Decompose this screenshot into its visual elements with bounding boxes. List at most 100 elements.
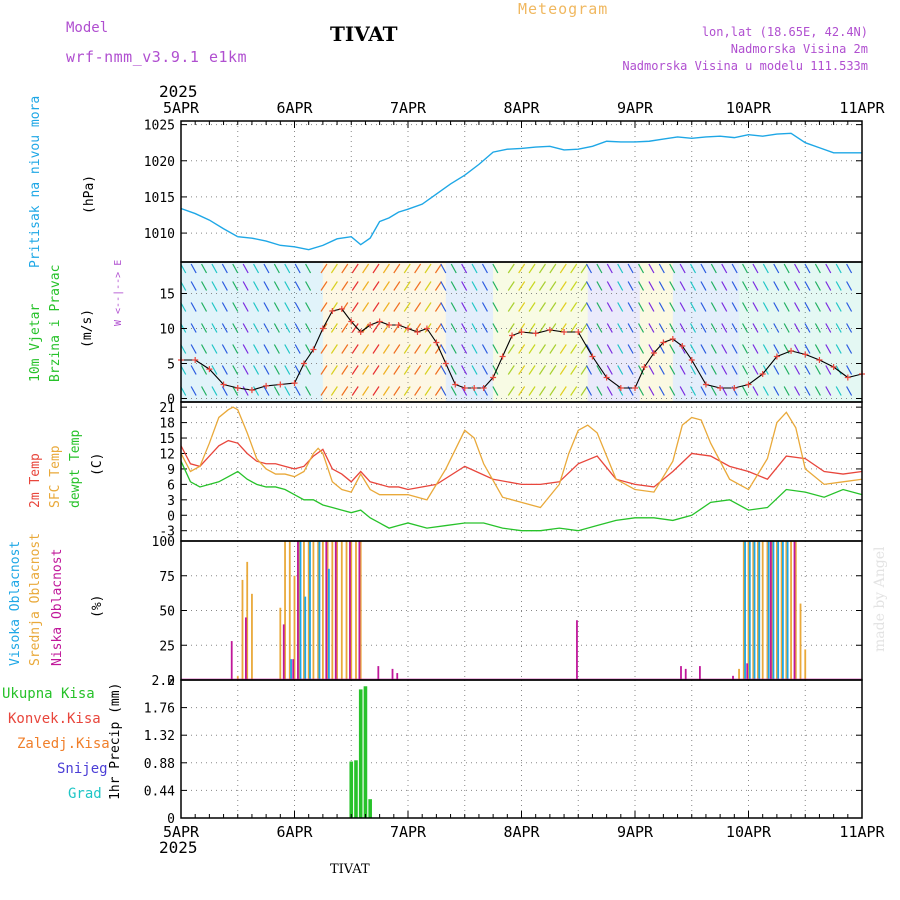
wind-barb <box>804 386 811 396</box>
wind-barb <box>434 344 442 354</box>
wind-barb <box>481 365 488 375</box>
wind-barb <box>835 281 842 291</box>
wind-barb <box>351 365 359 375</box>
wind-barb <box>570 344 578 354</box>
x-tick-label-top: 5APR <box>163 99 200 117</box>
wind-barb <box>221 263 228 274</box>
wind-barb <box>201 365 208 375</box>
wind-barb <box>596 323 603 333</box>
wind-barb <box>492 323 499 333</box>
wind-speed-marker <box>773 353 780 360</box>
wind-speed-marker <box>405 325 411 332</box>
wind-barb <box>518 302 526 312</box>
wind-barb <box>710 263 717 274</box>
wind-barb <box>492 263 499 274</box>
wind-barb <box>284 323 291 333</box>
x-tick-label-top: 11APR <box>839 99 885 117</box>
wind-barb <box>330 386 338 396</box>
wind-barb <box>320 263 328 274</box>
wind-barb <box>669 323 676 333</box>
wind-barb <box>201 302 208 312</box>
wind-barb <box>450 323 457 333</box>
y-tick-label: 18 <box>159 417 175 432</box>
wind-speed-marker <box>499 353 506 360</box>
y-tick-label: 21 <box>159 401 175 416</box>
wind-barb <box>263 344 270 354</box>
wind-barb <box>305 263 312 274</box>
wind-barb <box>835 263 842 274</box>
wind-barb <box>679 386 686 396</box>
wind-speed-marker <box>338 305 345 312</box>
wind-barb <box>211 386 218 396</box>
wind-barb <box>585 263 593 274</box>
wind-barb <box>190 365 197 375</box>
wind-barb <box>273 365 280 375</box>
wind-barb <box>669 281 676 291</box>
wind-barb <box>731 281 738 291</box>
wind-barb <box>242 263 249 274</box>
wind-barb <box>627 302 634 312</box>
wind-barb <box>242 386 249 396</box>
wind-barb <box>190 386 197 396</box>
wind-barb <box>362 365 370 375</box>
wind-barb <box>211 344 218 354</box>
wind-barb <box>414 386 422 396</box>
wind-barb <box>284 263 291 274</box>
wind-speed-marker <box>192 357 199 363</box>
precip-bar <box>358 689 363 818</box>
wind-barb <box>559 302 567 312</box>
wind-barb <box>606 281 613 291</box>
y-tick-label: 0.44 <box>144 784 175 799</box>
wind-barb <box>273 263 280 274</box>
wind-barb <box>846 386 853 396</box>
wind-barb <box>783 386 790 396</box>
wind-barb <box>783 302 790 312</box>
wind-barb <box>846 263 853 274</box>
wind-barb <box>825 386 832 396</box>
wind-barb <box>606 386 613 396</box>
wind-barb <box>794 386 801 396</box>
y-tick-label: 0 <box>167 674 175 689</box>
wind-barb <box>201 323 208 333</box>
wind-speed-marker <box>641 364 648 370</box>
wind-barb <box>814 302 821 312</box>
wind-barb <box>351 281 359 291</box>
wind-barb <box>742 386 749 396</box>
wind-barb <box>414 344 422 354</box>
wind-barb <box>783 365 790 375</box>
wind-barb <box>305 365 312 375</box>
wind-barb <box>305 386 312 396</box>
wind-speed-marker <box>461 385 468 391</box>
wind-barb <box>471 263 478 274</box>
wind-barb <box>690 323 697 333</box>
wind-barb <box>461 281 468 291</box>
wind-barb <box>606 302 613 312</box>
wind-barb <box>393 365 401 375</box>
wind-speed-marker <box>310 346 317 353</box>
wind-barb <box>627 281 634 291</box>
wind-speed-marker <box>357 329 364 335</box>
wind-barb <box>351 323 359 333</box>
wind-barb <box>627 365 634 375</box>
t2m-line <box>180 439 863 491</box>
wind-barb <box>846 365 853 375</box>
wind-barb <box>372 386 380 396</box>
y-tick-label: 1.32 <box>144 729 175 744</box>
wind-barb <box>700 323 707 333</box>
wind-barb <box>658 281 665 291</box>
wind-barb <box>825 281 832 291</box>
wind-barb <box>450 302 457 312</box>
wind-barb <box>742 302 749 312</box>
wind-barb <box>585 386 593 396</box>
wind-barb <box>190 302 197 312</box>
x-tick-label-top: 9APR <box>617 99 654 117</box>
x-tick-label-top: 6APR <box>276 99 313 117</box>
wind-barb <box>382 302 390 312</box>
y-tick-label: 75 <box>159 570 175 585</box>
wind-barb <box>752 344 759 354</box>
wind-barb <box>731 344 738 354</box>
wind-barb <box>211 263 218 274</box>
wind-barb <box>538 323 546 333</box>
y-tick-label: 9 <box>167 463 175 478</box>
wind-barb <box>752 323 759 333</box>
